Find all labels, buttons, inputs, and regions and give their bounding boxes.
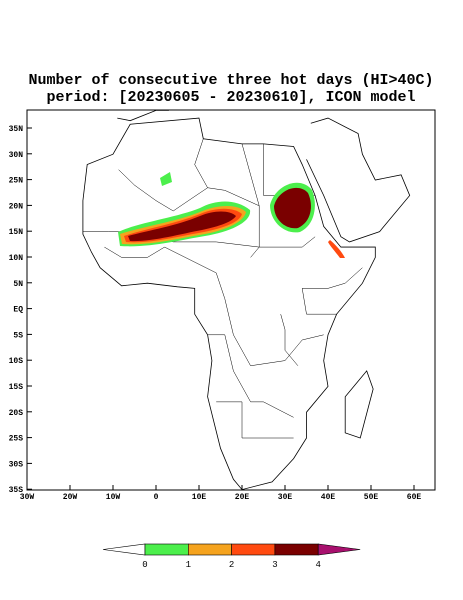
lon-tick-label: 10W xyxy=(106,493,121,502)
colorbar-cap xyxy=(317,543,361,556)
lat-tick-label: EQ xyxy=(13,306,23,315)
border xyxy=(216,401,294,439)
lat-tick-label: 25S xyxy=(9,435,24,444)
lat-tick-label: 20N xyxy=(9,202,24,211)
hot-days-shading xyxy=(118,172,345,258)
colorbar-box xyxy=(231,543,276,556)
lon-tick-label: 10E xyxy=(192,493,207,502)
colorbar-box xyxy=(144,543,189,556)
lat-tick-label: 15N xyxy=(9,228,24,237)
madagascar xyxy=(344,370,374,439)
border xyxy=(301,288,337,315)
lon-tick-label: 40E xyxy=(321,493,336,502)
lat-tick-label: 10N xyxy=(9,254,24,263)
lon-tick-label: 0 xyxy=(154,493,159,502)
lat-tick-label: 10S xyxy=(9,357,24,366)
border xyxy=(82,231,316,248)
lon-tick-label: 60E xyxy=(407,493,422,502)
colorbar-cap xyxy=(102,543,146,556)
lon-tick-label: 30E xyxy=(278,493,293,502)
border xyxy=(241,143,260,206)
africa xyxy=(82,117,376,491)
lat-tick-label: 5N xyxy=(13,280,23,289)
border xyxy=(302,267,363,289)
border xyxy=(207,334,294,418)
lat-tick-label: 25N xyxy=(9,177,24,186)
lon-tick-label: 30W xyxy=(20,493,35,502)
lon-tick-label: 20W xyxy=(63,493,78,502)
colorbar-label: 1 xyxy=(186,560,191,570)
lat-tick-label: 35N xyxy=(9,125,24,134)
lat-tick-label: 5S xyxy=(13,331,23,340)
land xyxy=(82,109,411,491)
lon-tick-label: 20E xyxy=(235,493,250,502)
lat-tick-label: 15S xyxy=(9,383,24,392)
lat-tick-label: 30S xyxy=(9,460,24,469)
title: Number of consecutive three hot days (HI… xyxy=(28,72,433,89)
colorbar-label: 2 xyxy=(229,560,234,570)
europe xyxy=(117,109,169,122)
map-frame xyxy=(26,109,436,491)
colorbar-box xyxy=(274,543,319,556)
lat-tick-label: 35S xyxy=(9,486,24,495)
colorbar-label: 0 xyxy=(142,560,147,570)
lat-tick-label: 30N xyxy=(9,151,24,160)
border xyxy=(280,314,299,366)
lon-tick-label: 50E xyxy=(364,493,379,502)
border xyxy=(104,246,324,367)
colorbar-label: 4 xyxy=(315,560,320,570)
arabia xyxy=(306,117,411,243)
subtitle: period: [20230605 - 20230610], ICON mode… xyxy=(46,89,415,106)
lat-tick-label: 20S xyxy=(9,409,24,418)
colorbar-label: 3 xyxy=(272,560,277,570)
colorbar-box xyxy=(188,543,232,556)
border xyxy=(194,138,208,188)
